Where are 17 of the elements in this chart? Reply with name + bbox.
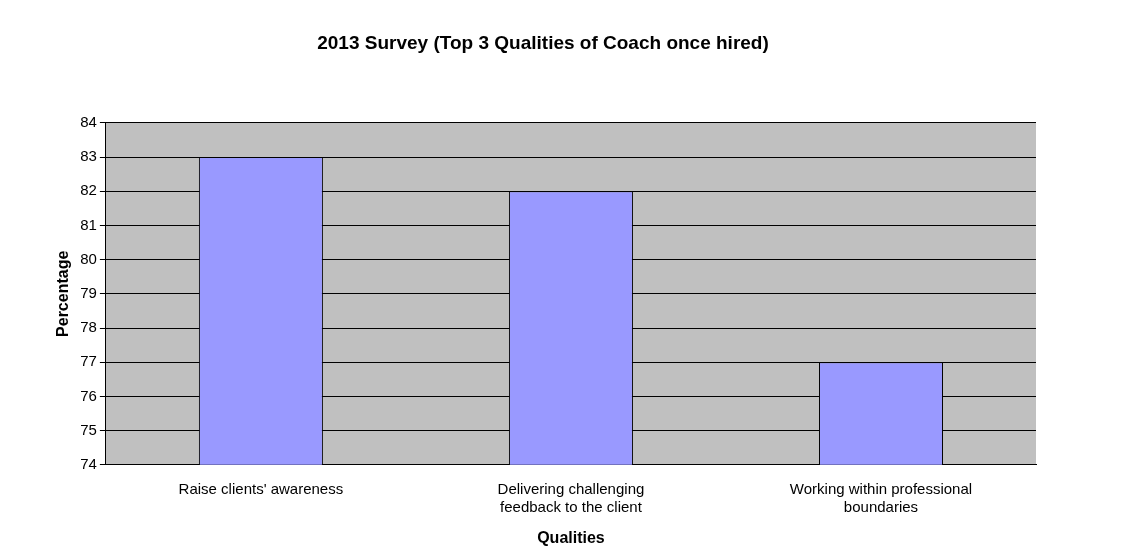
y-tick-label: 78 <box>80 318 97 336</box>
y-tick-label: 80 <box>80 249 97 267</box>
x-tick-label: Working within professional boundaries <box>789 479 973 515</box>
x-tick-label: Delivering challenging feedback to the client <box>497 479 645 515</box>
y-tick-label: 74 <box>80 454 97 472</box>
y-tick-label: 79 <box>80 283 97 301</box>
chart-title: 2013 Survey (Top 3 Qualities of Coach once hired) <box>317 31 769 53</box>
y-tick-label: 81 <box>80 215 97 233</box>
y-tick-label: 77 <box>80 352 97 370</box>
y-tick-label: 84 <box>80 112 97 130</box>
y-tick-label: 83 <box>80 147 97 165</box>
y-tick-label: 76 <box>80 386 97 404</box>
y-axis-title: Percentage <box>54 250 72 337</box>
x-axis-title: Qualities <box>537 528 605 546</box>
x-tick-label: Raise clients' awareness <box>178 479 344 497</box>
y-tick-label: 82 <box>80 181 97 199</box>
y-tick-label: 75 <box>80 420 97 438</box>
